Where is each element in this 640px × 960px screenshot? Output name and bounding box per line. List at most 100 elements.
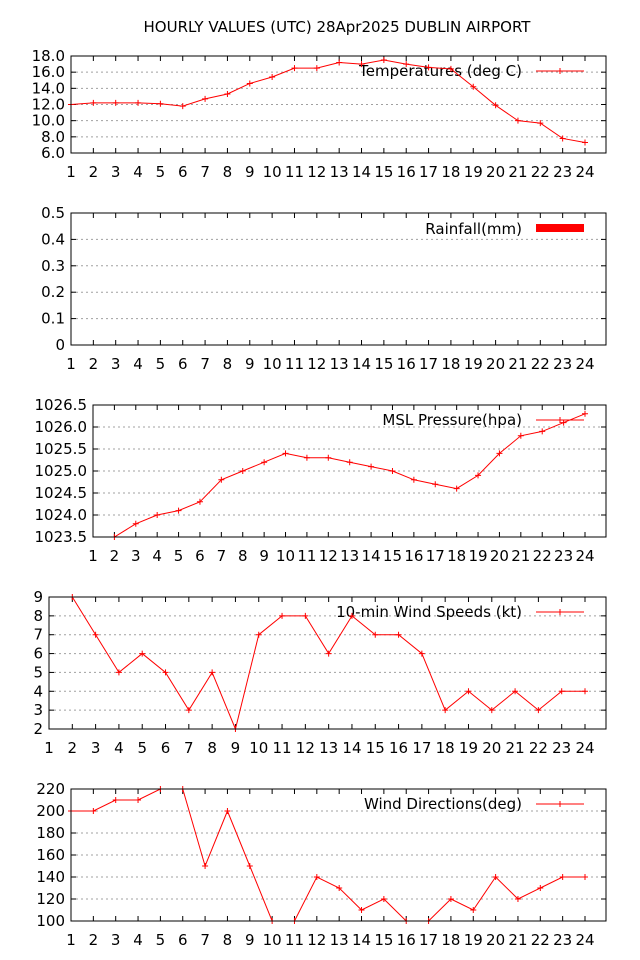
x-tick-label: 22 bbox=[531, 163, 550, 181]
x-tick-label: 21 bbox=[508, 163, 527, 181]
data-point bbox=[154, 512, 161, 518]
x-tick-label: 6 bbox=[195, 547, 205, 565]
x-tick-label: 6 bbox=[178, 931, 188, 949]
data-point bbox=[380, 896, 387, 902]
x-tick-label: 21 bbox=[508, 931, 527, 949]
x-tick-label: 14 bbox=[362, 547, 381, 565]
data-point bbox=[279, 612, 286, 619]
x-tick-label: 8 bbox=[238, 547, 248, 565]
x-tick-label: 5 bbox=[156, 931, 166, 949]
x-tick-label: 2 bbox=[89, 355, 99, 373]
x-tick-label: 3 bbox=[131, 547, 141, 565]
data-point bbox=[432, 481, 439, 488]
x-tick-label: 24 bbox=[575, 739, 594, 757]
x-tick-label: 5 bbox=[156, 355, 166, 373]
y-tick-label: 18.0 bbox=[32, 47, 65, 65]
x-tick-label: 18 bbox=[436, 739, 455, 757]
x-tick-label: 4 bbox=[133, 163, 143, 181]
legend-marker bbox=[557, 68, 563, 74]
data-point bbox=[336, 59, 343, 66]
y-tick-label: 0 bbox=[55, 336, 65, 354]
x-tick-label: 5 bbox=[156, 163, 166, 181]
data-point bbox=[246, 863, 253, 869]
x-tick-label: 17 bbox=[419, 931, 438, 949]
x-tick-label: 8 bbox=[207, 739, 217, 757]
data-point bbox=[514, 896, 521, 902]
page-title: HOURLY VALUES (UTC) 28Apr2025 DUBLIN AIR… bbox=[144, 18, 532, 36]
data-point bbox=[139, 650, 146, 657]
data-point bbox=[403, 61, 410, 68]
data-point bbox=[470, 907, 477, 913]
data-point bbox=[92, 631, 99, 638]
data-point bbox=[303, 454, 310, 461]
data-point bbox=[291, 65, 298, 72]
plot-frame bbox=[70, 212, 607, 346]
y-tick-label: 8 bbox=[33, 607, 43, 625]
x-tick-label: 3 bbox=[111, 931, 121, 949]
x-tick-label: 14 bbox=[352, 355, 371, 373]
x-tick-label: 23 bbox=[553, 355, 572, 373]
x-tick-label: 7 bbox=[200, 355, 210, 373]
x-tick-label: 19 bbox=[464, 163, 483, 181]
plot-frame bbox=[48, 596, 607, 730]
data-point bbox=[559, 135, 566, 142]
x-tick-label: 9 bbox=[259, 547, 269, 565]
data-point bbox=[90, 808, 97, 814]
x-tick-label: 5 bbox=[137, 739, 147, 757]
x-tick-label: 20 bbox=[486, 163, 505, 181]
data-point bbox=[336, 885, 343, 891]
data-point bbox=[135, 797, 142, 803]
data-point bbox=[560, 419, 567, 426]
data-point bbox=[112, 99, 119, 106]
x-tick-label: 15 bbox=[383, 547, 402, 565]
data-point bbox=[115, 669, 122, 676]
data-point bbox=[90, 99, 97, 106]
data-point bbox=[246, 80, 253, 87]
y-tick-label: 100 bbox=[36, 912, 65, 930]
y-tick-label: 120 bbox=[36, 890, 65, 908]
x-tick-label: 24 bbox=[575, 547, 594, 565]
x-tick-label: 18 bbox=[441, 355, 460, 373]
y-tick-label: 1025.0 bbox=[35, 462, 88, 480]
y-tick-label: 14.0 bbox=[32, 79, 65, 97]
data-point bbox=[325, 454, 332, 461]
y-tick-label: 9 bbox=[33, 588, 43, 606]
data-point bbox=[372, 631, 379, 638]
y-tick-label: 10.0 bbox=[32, 112, 65, 130]
data-point bbox=[582, 410, 588, 417]
data-point bbox=[358, 907, 365, 913]
x-tick-label: 17 bbox=[419, 163, 438, 181]
x-tick-label: 7 bbox=[200, 163, 210, 181]
x-tick-label: 24 bbox=[575, 355, 594, 373]
chart-panel-1: 6.08.010.012.014.016.018.01 2 3 4 5 6 7 8 9 10 11 1… bbox=[32, 47, 607, 181]
data-point bbox=[395, 631, 402, 638]
data-point bbox=[112, 797, 119, 803]
data-point bbox=[179, 103, 186, 110]
x-tick-label: 2 bbox=[68, 739, 78, 757]
y-tick-label: 12.0 bbox=[32, 96, 65, 114]
data-point bbox=[447, 896, 454, 902]
x-tick-label: 24 bbox=[575, 163, 594, 181]
x-tick-label: 13 bbox=[330, 931, 349, 949]
y-tick-label: 6.0 bbox=[41, 144, 65, 162]
data-point bbox=[512, 688, 519, 695]
y-tick-label: 0.5 bbox=[41, 204, 65, 222]
x-tick-label: 13 bbox=[330, 163, 349, 181]
y-tick-label: 180 bbox=[36, 824, 65, 842]
y-tick-label: 140 bbox=[36, 868, 65, 886]
x-tick-label: 17 bbox=[419, 355, 438, 373]
x-tick-label: 15 bbox=[374, 163, 393, 181]
x-tick-label: 14 bbox=[352, 931, 371, 949]
x-tick-label: 16 bbox=[389, 739, 408, 757]
x-tick-label: 16 bbox=[404, 547, 423, 565]
data-point bbox=[380, 57, 387, 64]
x-tick-label: 7 bbox=[217, 547, 227, 565]
x-tick-label: 20 bbox=[482, 739, 501, 757]
data-point bbox=[175, 507, 182, 514]
x-tick-label: 2 bbox=[110, 547, 120, 565]
x-tick-label: 9 bbox=[231, 739, 241, 757]
series-line bbox=[71, 59, 586, 143]
data-point bbox=[358, 61, 365, 68]
